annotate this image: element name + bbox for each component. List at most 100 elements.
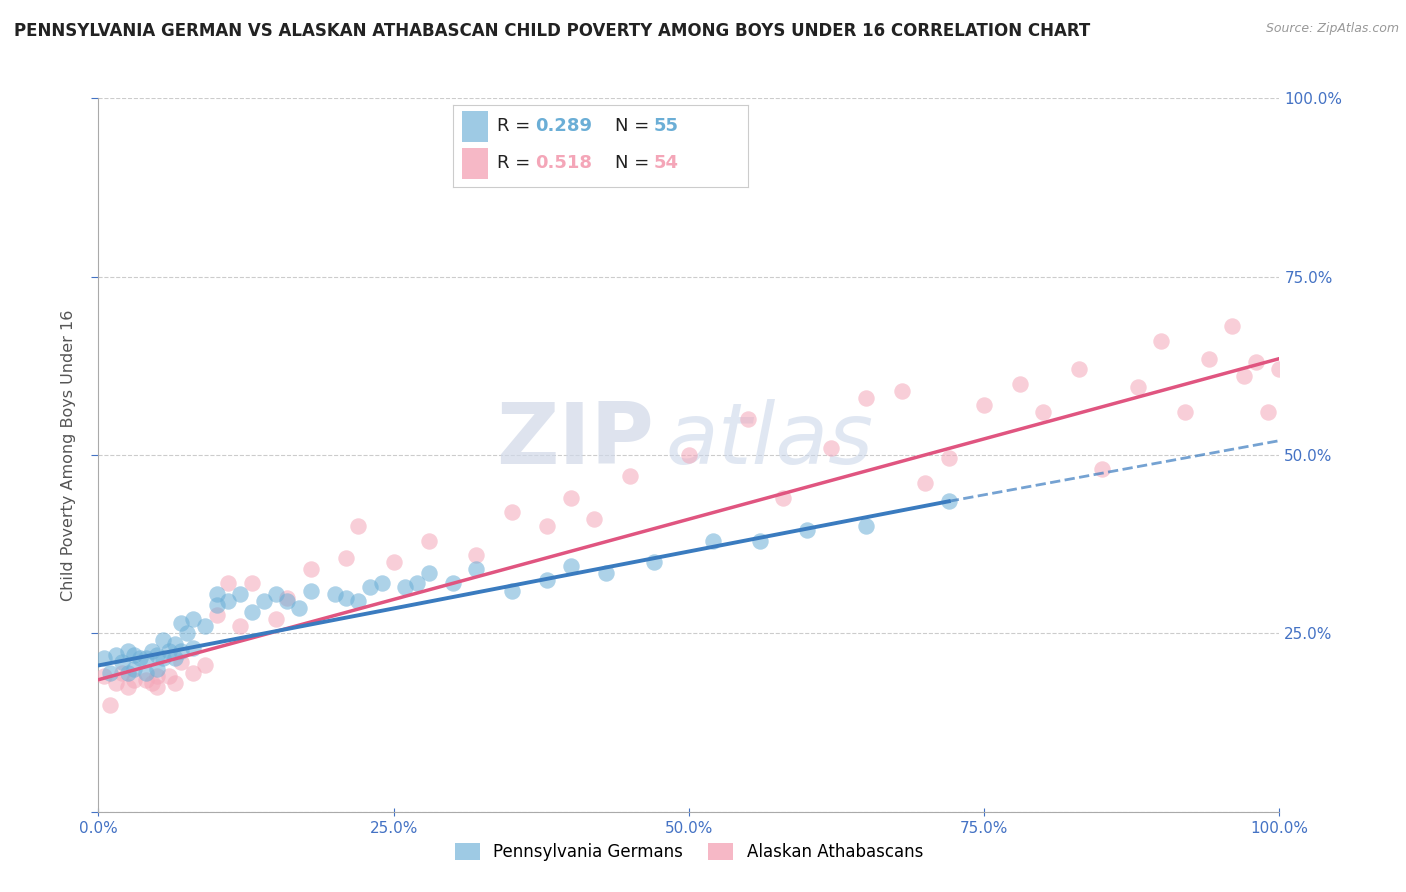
Point — [205, 608, 228, 623]
Point — [217, 594, 239, 608]
Point — [938, 451, 960, 466]
Point — [122, 662, 145, 676]
Point — [560, 491, 582, 505]
Point — [1220, 319, 1243, 334]
Point — [111, 655, 134, 669]
Point — [205, 587, 228, 601]
Point — [1008, 376, 1031, 391]
Point — [382, 555, 405, 569]
Point — [1032, 405, 1054, 419]
Point — [157, 669, 180, 683]
Point — [347, 594, 370, 608]
Point — [1150, 334, 1173, 348]
Point — [643, 555, 665, 569]
Point — [152, 633, 174, 648]
Point — [170, 615, 193, 630]
Point — [181, 665, 204, 680]
Point — [1233, 369, 1256, 384]
Point — [146, 680, 169, 694]
Text: PENNSYLVANIA GERMAN VS ALASKAN ATHABASCAN CHILD POVERTY AMONG BOYS UNDER 16 CORR: PENNSYLVANIA GERMAN VS ALASKAN ATHABASCA… — [14, 22, 1090, 40]
Point — [264, 587, 287, 601]
Point — [536, 573, 558, 587]
Point — [1244, 355, 1267, 369]
Point — [146, 648, 169, 662]
Point — [141, 644, 163, 658]
Point — [253, 594, 276, 608]
Point — [117, 644, 139, 658]
Point — [152, 651, 174, 665]
Point — [465, 562, 488, 576]
Point — [560, 558, 582, 573]
Point — [117, 665, 139, 680]
Point — [406, 576, 429, 591]
Point — [1091, 462, 1114, 476]
Point — [122, 648, 145, 662]
Point — [165, 651, 187, 665]
Point — [465, 548, 488, 562]
Point — [135, 665, 157, 680]
Point — [501, 505, 523, 519]
Point — [146, 662, 169, 676]
Point — [194, 658, 217, 673]
Point — [1126, 380, 1149, 394]
Point — [820, 441, 842, 455]
Point — [146, 669, 169, 683]
Text: Source: ZipAtlas.com: Source: ZipAtlas.com — [1265, 22, 1399, 36]
Point — [288, 601, 311, 615]
Point — [418, 566, 440, 580]
Point — [914, 476, 936, 491]
Point — [205, 598, 228, 612]
Point — [1067, 362, 1090, 376]
Point — [105, 648, 128, 662]
Point — [394, 580, 416, 594]
Point — [194, 619, 217, 633]
Point — [796, 523, 818, 537]
Point — [170, 644, 193, 658]
Point — [536, 519, 558, 533]
Point — [135, 673, 157, 687]
Legend: Pennsylvania Germans, Alaskan Athabascans: Pennsylvania Germans, Alaskan Athabascan… — [449, 836, 929, 868]
Point — [973, 398, 995, 412]
Point — [229, 587, 252, 601]
Point — [1257, 405, 1279, 419]
Point — [702, 533, 724, 548]
Point — [93, 669, 115, 683]
Point — [276, 594, 298, 608]
Point — [181, 612, 204, 626]
Point — [1268, 362, 1291, 376]
Point — [335, 591, 357, 605]
Point — [93, 651, 115, 665]
Point — [299, 583, 322, 598]
Point — [122, 673, 145, 687]
Point — [335, 551, 357, 566]
Point — [98, 665, 121, 680]
Point — [264, 612, 287, 626]
Point — [595, 566, 617, 580]
Point — [855, 391, 877, 405]
Point — [418, 533, 440, 548]
Point — [583, 512, 606, 526]
Point — [157, 644, 180, 658]
Point — [441, 576, 464, 591]
Point — [141, 676, 163, 690]
Point — [217, 576, 239, 591]
Point — [619, 469, 641, 483]
Point — [890, 384, 912, 398]
Point — [181, 640, 204, 655]
Point — [737, 412, 759, 426]
Point — [240, 605, 263, 619]
Point — [1198, 351, 1220, 366]
Point — [276, 591, 298, 605]
Point — [165, 637, 187, 651]
Point — [170, 655, 193, 669]
Point — [299, 562, 322, 576]
Point — [855, 519, 877, 533]
Point — [176, 626, 198, 640]
Point — [1174, 405, 1197, 419]
Point — [98, 698, 121, 712]
Point — [748, 533, 770, 548]
Point — [678, 448, 700, 462]
Point — [135, 651, 157, 665]
Text: ZIP: ZIP — [496, 399, 654, 483]
Point — [938, 494, 960, 508]
